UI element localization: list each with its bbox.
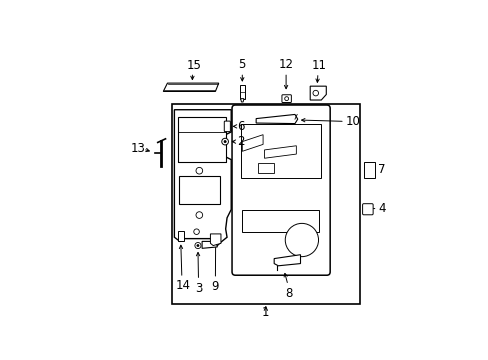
Text: 14: 14 — [175, 279, 190, 292]
Bar — [239, 85, 244, 99]
Polygon shape — [256, 114, 297, 123]
Text: 6: 6 — [237, 120, 244, 133]
Bar — [171, 104, 359, 304]
Bar — [257, 163, 274, 173]
Text: 13: 13 — [131, 142, 145, 155]
Circle shape — [222, 138, 228, 145]
Circle shape — [224, 140, 226, 143]
Polygon shape — [210, 234, 221, 246]
Polygon shape — [240, 99, 244, 102]
Circle shape — [197, 244, 199, 247]
Bar — [177, 117, 226, 162]
Text: 4: 4 — [377, 202, 385, 215]
Text: 9: 9 — [211, 280, 219, 293]
Polygon shape — [202, 242, 217, 248]
Text: 12: 12 — [278, 58, 293, 72]
Bar — [364, 162, 374, 177]
Polygon shape — [309, 86, 325, 100]
Text: 11: 11 — [311, 59, 326, 72]
FancyBboxPatch shape — [232, 105, 329, 275]
Circle shape — [193, 229, 199, 234]
Polygon shape — [174, 110, 231, 246]
Circle shape — [285, 223, 318, 257]
Circle shape — [312, 90, 318, 96]
Bar — [178, 176, 220, 204]
Text: 2: 2 — [237, 135, 244, 148]
Text: 1: 1 — [262, 306, 269, 319]
Polygon shape — [274, 255, 300, 266]
Text: 8: 8 — [285, 287, 292, 300]
Bar — [242, 210, 318, 232]
Polygon shape — [178, 231, 183, 242]
Text: 5: 5 — [238, 58, 245, 72]
Circle shape — [195, 243, 201, 249]
Circle shape — [196, 167, 202, 174]
FancyBboxPatch shape — [282, 95, 291, 103]
Text: 10: 10 — [345, 115, 360, 128]
FancyBboxPatch shape — [224, 121, 230, 132]
Text: 7: 7 — [377, 163, 385, 176]
Text: 3: 3 — [194, 282, 202, 294]
Bar — [241, 123, 321, 177]
Circle shape — [196, 212, 202, 219]
Polygon shape — [242, 135, 263, 151]
Polygon shape — [264, 146, 296, 158]
Text: 15: 15 — [186, 59, 201, 72]
Circle shape — [284, 97, 288, 100]
FancyBboxPatch shape — [362, 204, 372, 215]
Polygon shape — [163, 83, 218, 91]
